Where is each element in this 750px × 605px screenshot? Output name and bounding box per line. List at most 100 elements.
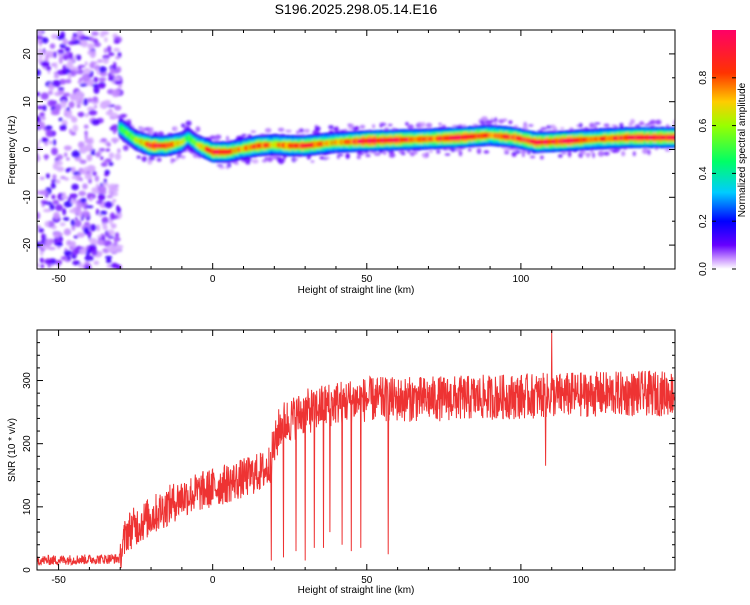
noise-blob: [51, 62, 56, 67]
spectrogram-ytick-label: -20: [22, 237, 33, 252]
noise-blob: [48, 246, 56, 251]
halo-blob: [511, 151, 517, 157]
halo-blob: [540, 127, 548, 131]
noise-blob: [63, 92, 71, 97]
snr-series-line: [37, 330, 675, 568]
halo-blob: [508, 120, 513, 124]
halo-blob: [250, 130, 256, 133]
halo-blob: [293, 158, 299, 161]
noise-blob: [95, 151, 101, 158]
halo-blob: [218, 166, 226, 169]
noise-blob: [96, 224, 100, 232]
halo-blob: [520, 150, 527, 154]
snr-xlabel: Height of straight line (km): [298, 585, 415, 596]
noise-blob: [98, 66, 107, 73]
halo-blob: [642, 148, 649, 154]
noise-blob: [66, 157, 70, 161]
noise-blob: [71, 175, 77, 180]
halo-blob: [502, 118, 508, 122]
noise-blob: [85, 266, 90, 269]
halo-blob: [444, 153, 451, 156]
noise-blob: [37, 211, 41, 220]
noise-blob: [94, 104, 98, 109]
noise-blob: [97, 235, 102, 239]
halo-blob: [603, 151, 610, 156]
noise-blob: [49, 43, 56, 49]
noise-blob: [103, 222, 108, 229]
noise-blob: [58, 56, 63, 65]
noise-blob: [37, 105, 44, 110]
noise-blob: [100, 138, 108, 142]
noise-blob: [110, 112, 118, 118]
noise-blob: [85, 249, 90, 257]
noise-blob: [44, 258, 53, 265]
halo-blob: [120, 113, 128, 118]
noise-blob: [98, 77, 107, 81]
noise-blob: [37, 154, 41, 162]
noise-blob: [89, 50, 97, 59]
noise-blob: [101, 216, 109, 224]
noise-blob: [59, 222, 66, 227]
halo-blob: [406, 150, 411, 153]
halo-blob: [277, 127, 285, 132]
noise-blob: [85, 205, 94, 209]
noise-blob: [81, 73, 91, 82]
noise-blob: [79, 248, 87, 255]
noise-blob: [55, 179, 61, 184]
noise-blob: [37, 225, 41, 229]
noise-blob: [107, 244, 116, 253]
noise-blob: [106, 257, 111, 261]
halo-blob: [644, 123, 651, 126]
halo-blob: [655, 119, 662, 125]
noise-blob: [65, 79, 72, 84]
halo-blob: [225, 135, 230, 142]
colorbar: 0.0 0.2 0.4 0.6 0.8 Normalized spectral ampl…: [698, 30, 748, 276]
halo-blob: [141, 156, 148, 162]
noise-blob: [70, 219, 75, 227]
noise-blob: [78, 210, 83, 219]
halo-blob: [552, 126, 558, 132]
noise-blob: [108, 52, 115, 57]
noise-blob: [37, 121, 46, 129]
noise-blob: [97, 193, 106, 201]
noise-blob: [83, 227, 90, 235]
halo-blob: [521, 153, 525, 158]
noise-blob: [57, 87, 65, 91]
noise-blob: [91, 31, 99, 36]
noise-blob: [45, 129, 53, 138]
noise-blob: [75, 90, 84, 99]
figure-title: S196.2025.298.05.14.E16: [275, 1, 438, 17]
noise-blob: [74, 219, 82, 228]
noise-blob: [99, 33, 105, 38]
snr-frame: [36, 329, 676, 571]
noise-blob: [45, 125, 53, 130]
halo-blob: [247, 134, 252, 138]
noise-blob: [99, 104, 106, 109]
noise-blob: [37, 48, 43, 52]
halo-blob: [589, 122, 595, 128]
noise-blob: [72, 124, 79, 132]
noise-blob: [62, 64, 66, 71]
halo-blob: [483, 150, 490, 154]
halo-blob: [122, 145, 129, 151]
halo-blob: [280, 158, 286, 163]
noise-blob: [39, 176, 45, 181]
snr-ytick-label: 200: [22, 435, 33, 452]
halo-blob: [149, 127, 154, 133]
noise-blob: [75, 67, 79, 72]
halo-blob: [315, 126, 321, 132]
noise-blob: [79, 83, 88, 87]
noise-blob: [94, 42, 101, 48]
halo-blob: [388, 152, 396, 158]
colorbar-tick-label: 0.4: [698, 166, 709, 180]
noise-blob: [55, 103, 62, 112]
noise-blob: [81, 39, 88, 48]
halo-blob: [264, 127, 272, 133]
noise-blob: [108, 152, 115, 159]
noise-blob: [43, 50, 53, 55]
noise-blob: [39, 189, 49, 196]
halo-blob: [372, 124, 376, 129]
noise-blob: [108, 76, 116, 82]
halo-blob: [414, 151, 418, 154]
